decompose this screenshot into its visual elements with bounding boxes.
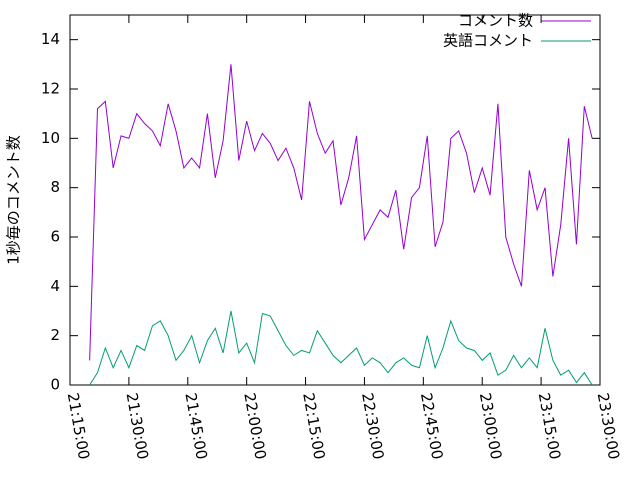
y-axis-label: 1秒毎のコメント数 [5, 135, 23, 265]
y-tick-label: 12 [41, 80, 60, 98]
series-line [89, 64, 593, 361]
x-tick-label: 21:15:00 [64, 391, 93, 460]
x-tick-label: 21:45:00 [181, 391, 210, 460]
x-tick-label: 23:30:00 [594, 391, 623, 460]
y-tick-label: 0 [50, 376, 60, 394]
x-tick-label: 22:30:00 [358, 391, 387, 460]
x-tick-label: 23:15:00 [535, 391, 564, 460]
x-tick-label: 22:00:00 [240, 391, 269, 460]
y-tick-label: 10 [41, 129, 60, 147]
x-tick-label: 22:45:00 [417, 391, 446, 460]
x-tick-label: 22:15:00 [299, 391, 328, 460]
plot-frame [69, 14, 601, 386]
x-tick-label: 21:30:00 [123, 391, 152, 460]
y-tick-label: 2 [50, 326, 60, 344]
x-tick-label: 23:00:00 [476, 391, 505, 460]
legend-label: コメント数 [458, 12, 533, 30]
series-line [89, 310, 593, 386]
y-tick-label: 14 [41, 30, 60, 48]
y-tick-label: 4 [50, 277, 60, 295]
legend-label: 英語コメント [443, 32, 533, 50]
y-tick-label: 8 [50, 178, 60, 196]
y-tick-label: 6 [50, 228, 60, 246]
